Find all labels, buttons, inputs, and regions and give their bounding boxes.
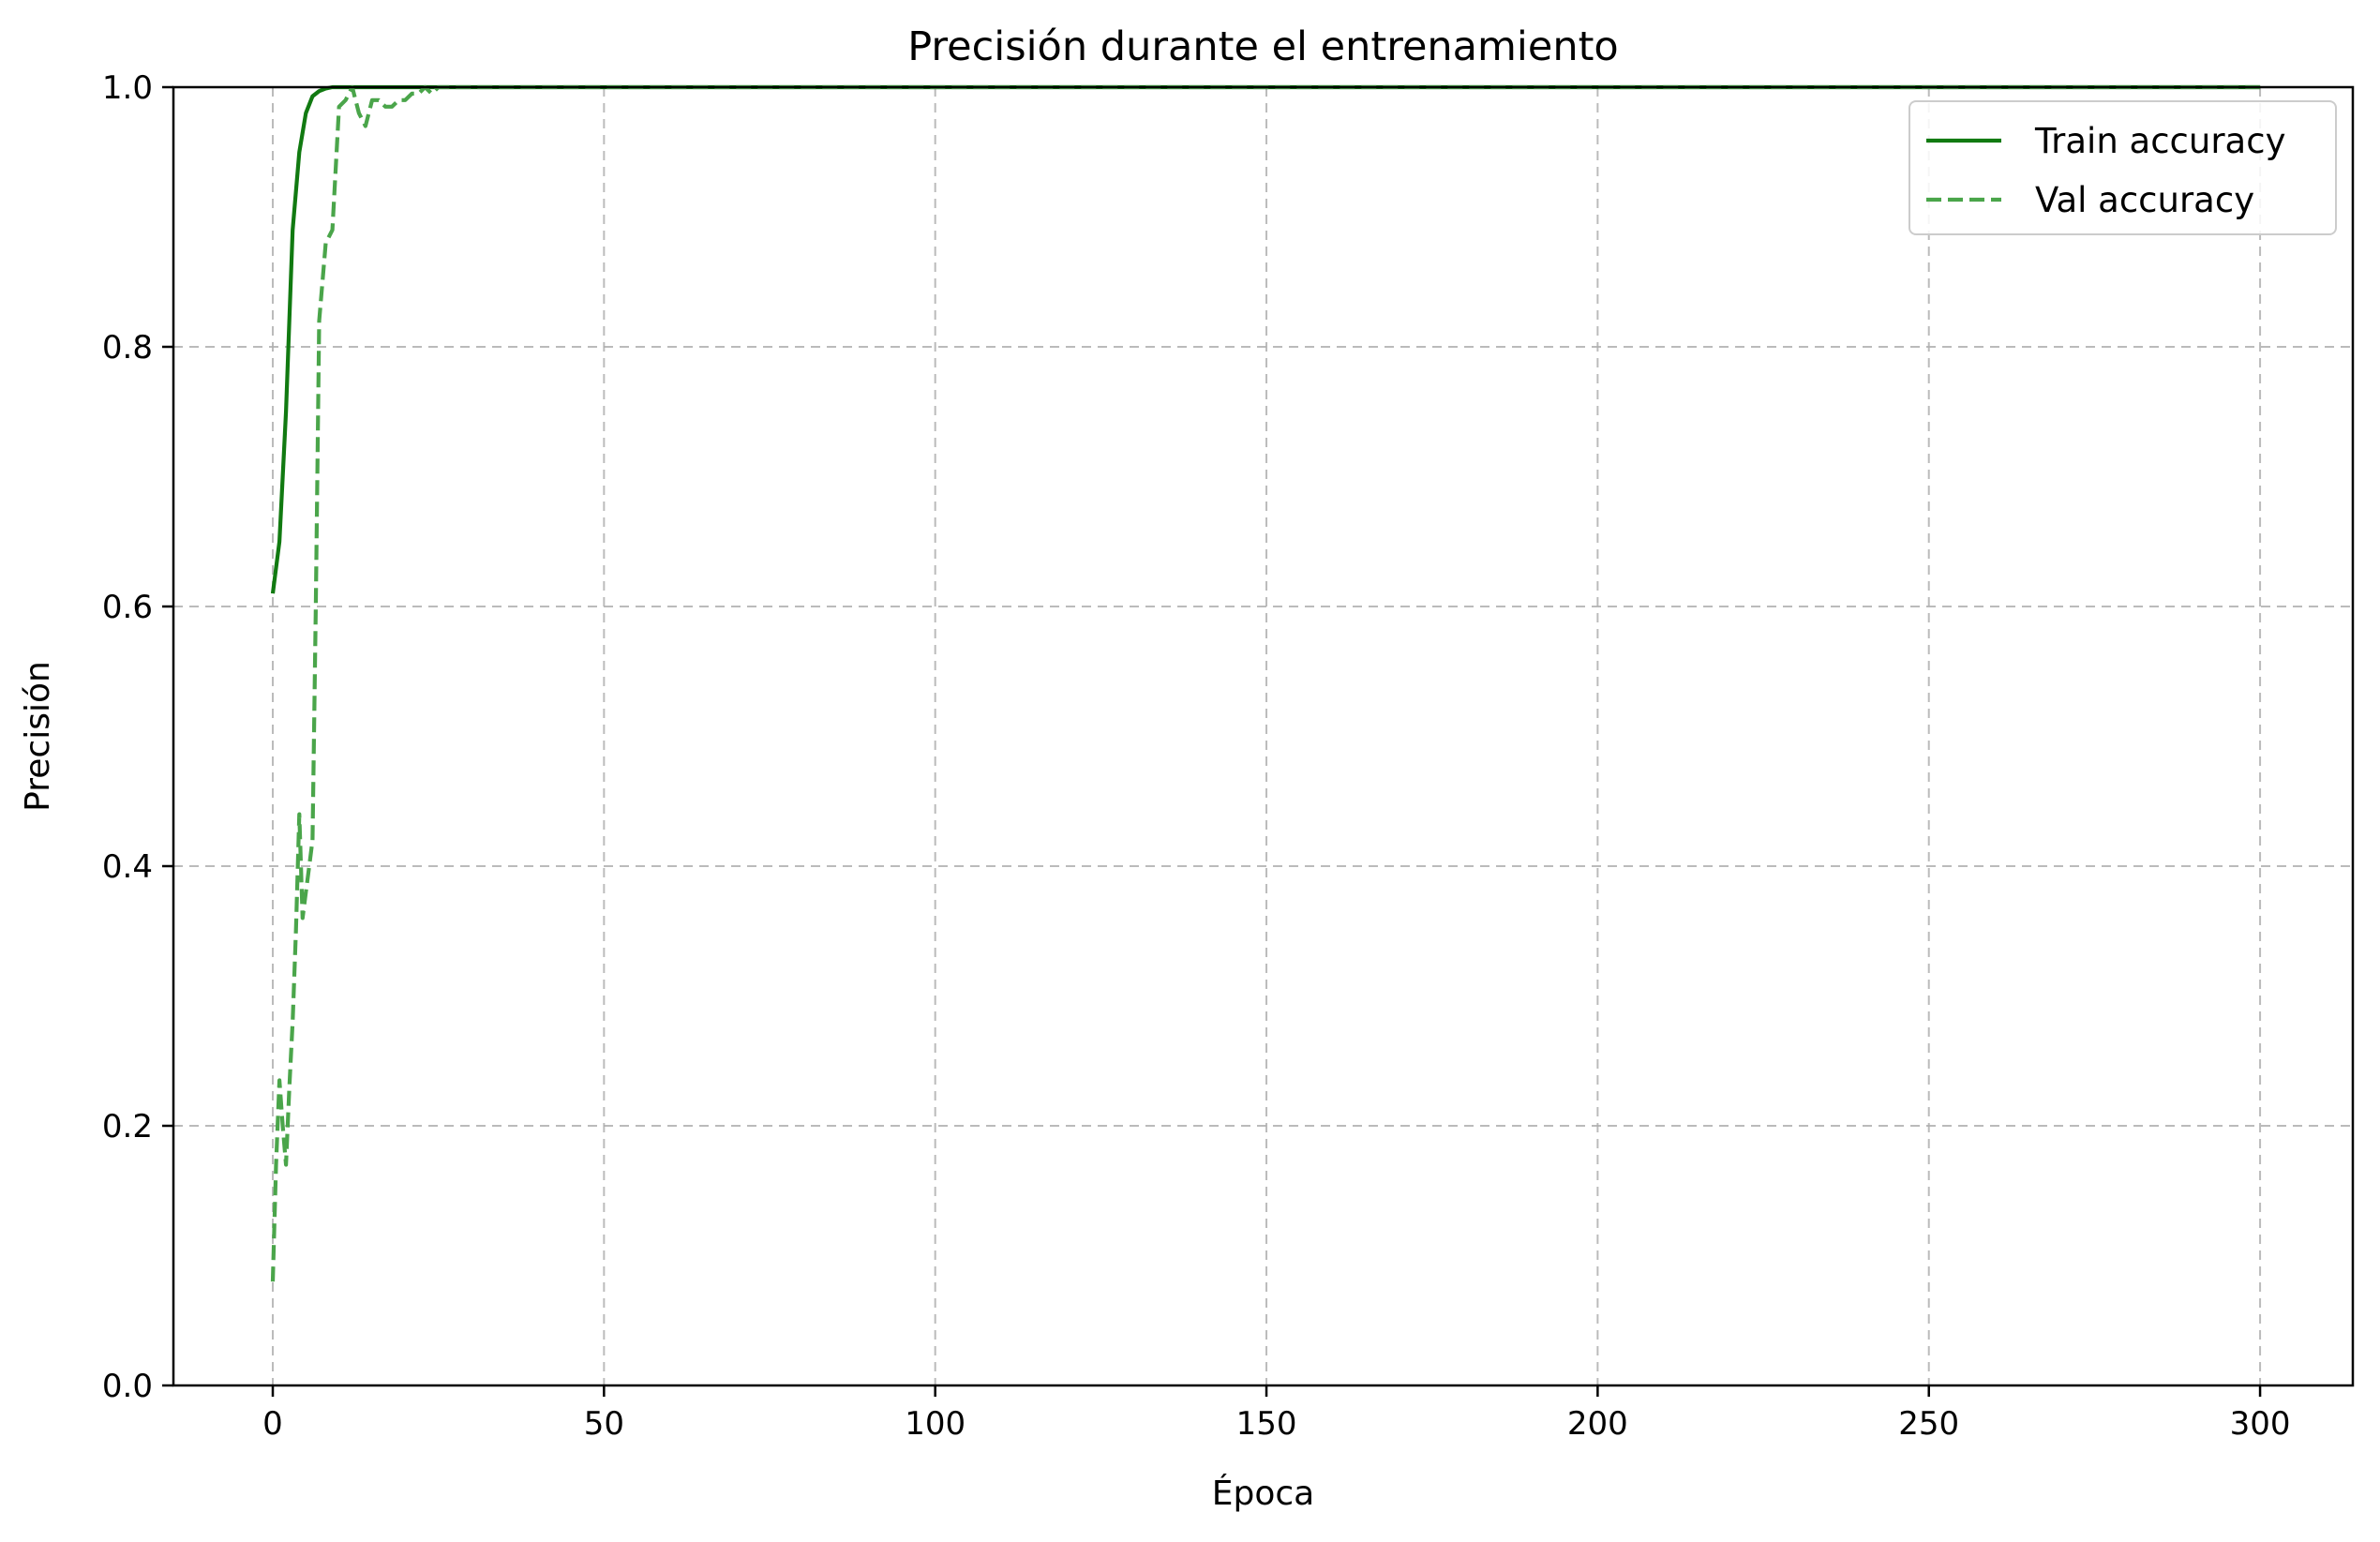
y-tick-label: 0.4 [102,848,153,886]
y-tick-label: 0.2 [102,1108,153,1145]
x-tick-label: 200 [1567,1405,1628,1443]
legend-label: Train accuracy [2034,121,2285,161]
legend: Train accuracy Val accuracy [1908,100,2337,235]
x-tick-label: 100 [905,1405,965,1443]
x-tick-label: 150 [1236,1405,1297,1443]
y-axis-label: Precisión [19,661,57,812]
x-axis-label: Época [1212,1474,1314,1513]
legend-label: Val accuracy [2035,180,2254,220]
axis-ticks: 0 50 100 150 200 250 300 0.0 0.2 0.4 0.6 0.8 1.0 [102,69,2291,1443]
series-line-val-accuracy [270,84,2261,1282]
x-tick-label: 0 [262,1405,283,1443]
x-tick-label: 300 [2230,1405,2291,1443]
y-tick-label: 1.0 [102,69,153,107]
x-tick-label: 50 [584,1405,624,1443]
y-tick-label: 0.0 [102,1368,153,1405]
y-tick-label: 0.6 [102,589,153,626]
legend-box [1908,100,2337,235]
plot-frame [172,85,2355,1387]
x-tick-label: 250 [1898,1405,1959,1443]
chart-title: Precisión durante el entrenamiento [907,23,1618,70]
y-tick-label: 0.8 [102,329,153,367]
